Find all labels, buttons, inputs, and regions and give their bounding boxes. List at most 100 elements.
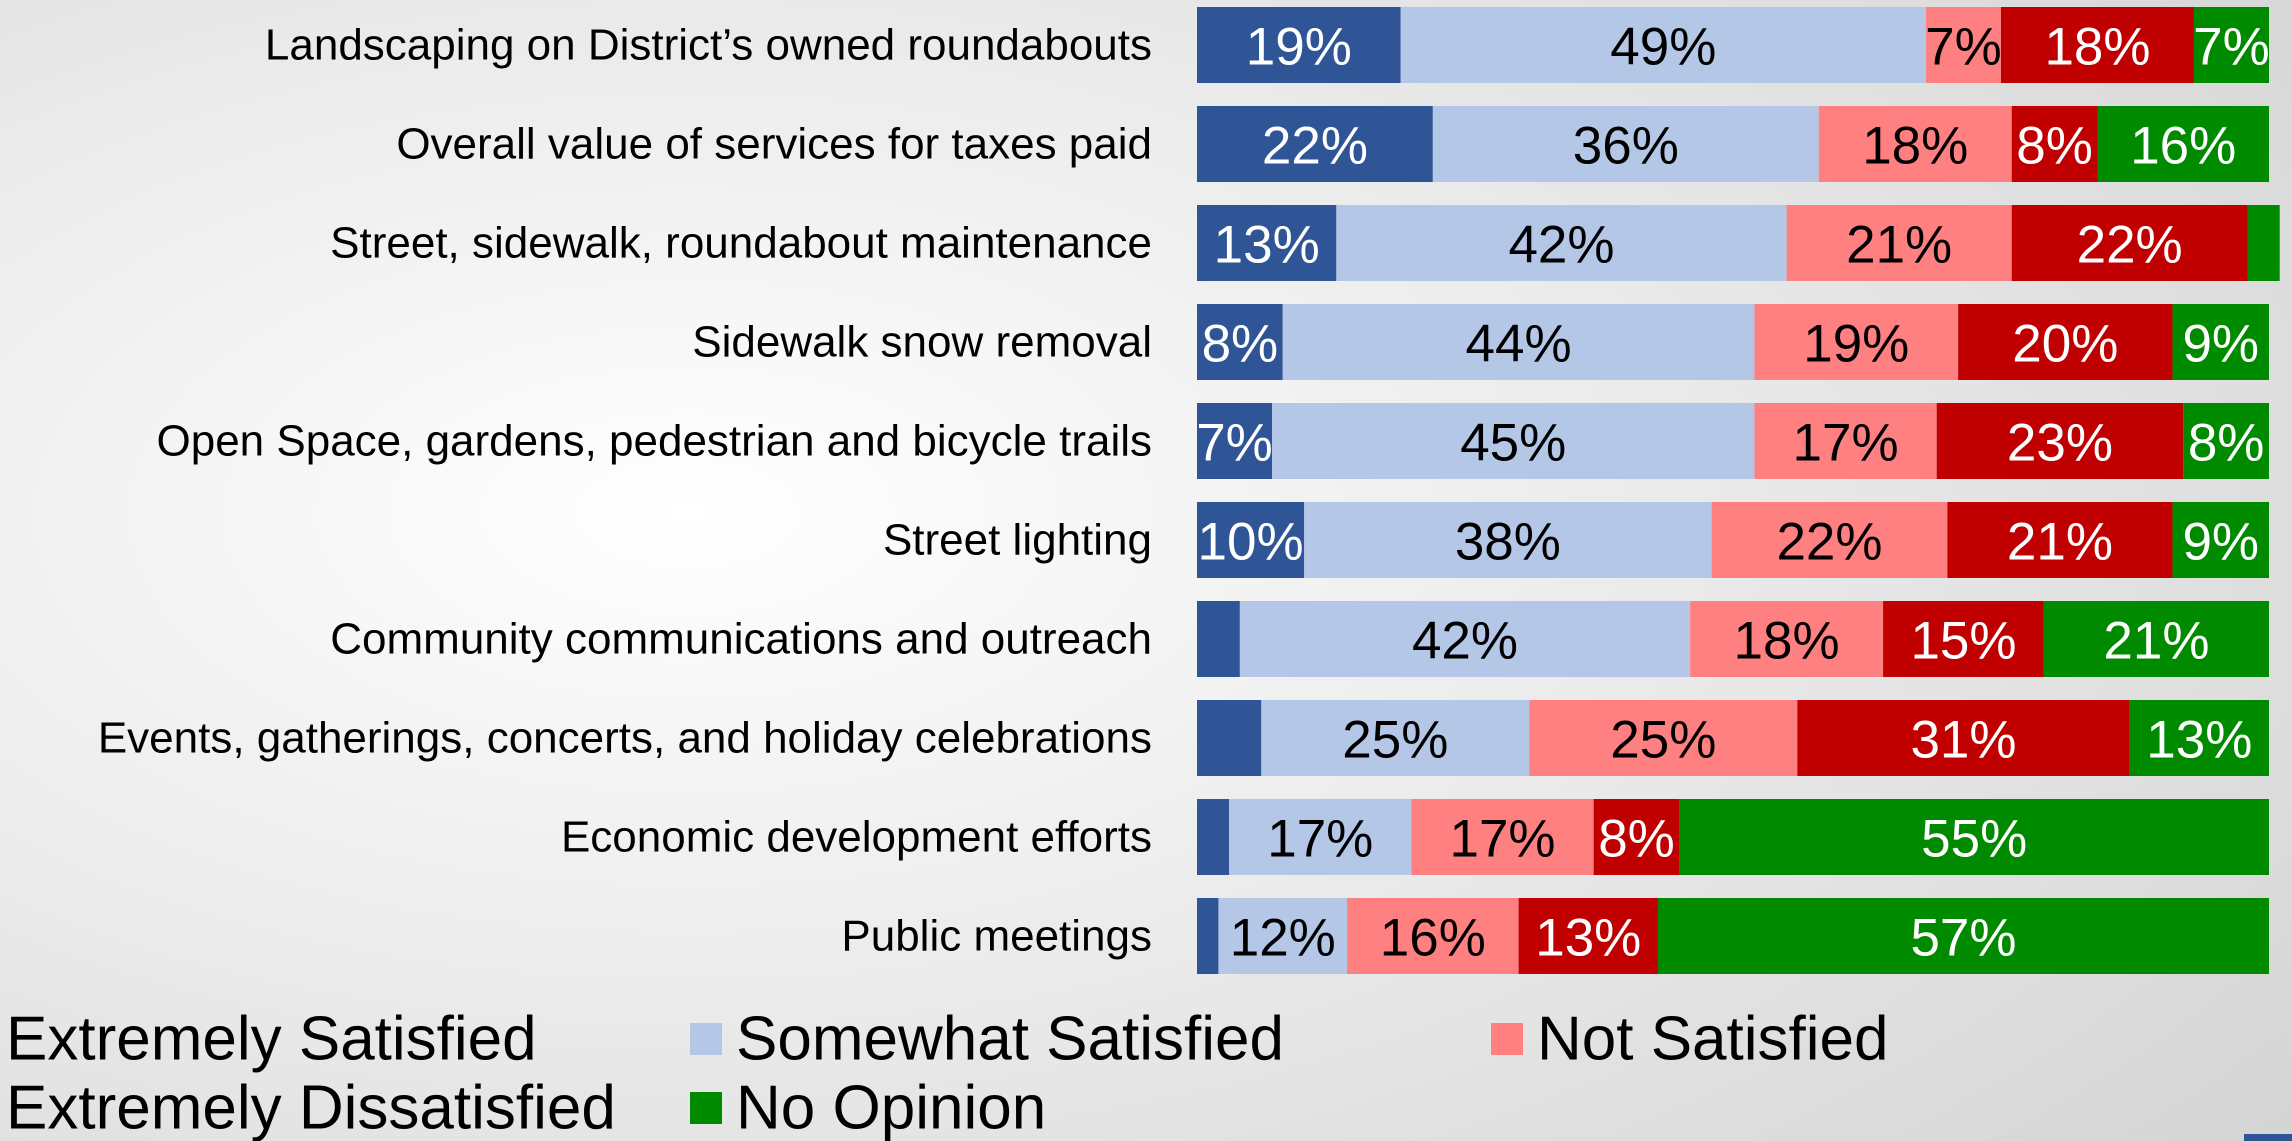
bar-segment (1690, 601, 1884, 677)
bar-segment (2183, 403, 2269, 479)
bar-segment (1797, 700, 2130, 776)
legend-swatch (1491, 1023, 1523, 1055)
legend-label: Not Satisfied (1537, 1005, 1889, 1074)
bar-segment (1197, 403, 1273, 479)
bar-segment (1432, 106, 1819, 182)
data-label: 23% (2007, 414, 2113, 473)
data-label: 16% (2130, 117, 2236, 176)
bar-segment (1239, 601, 1691, 677)
data-label: 38% (1455, 513, 1561, 572)
bar-segment (2011, 106, 2098, 182)
corner-accent (2244, 1134, 2292, 1141)
bar-segment (1400, 7, 1926, 83)
bar-segment (2247, 205, 2280, 281)
bar-segment (1197, 601, 1240, 677)
data-label: 17% (1267, 810, 1373, 869)
bar-segment (1657, 898, 2269, 974)
data-label: 9% (2182, 513, 2259, 572)
bar-segment (1529, 700, 1798, 776)
data-label: 44% (1466, 315, 1572, 374)
category-label: Landscaping on District’s owned roundabo… (265, 21, 1152, 70)
bar-segment (1197, 700, 1262, 776)
category-label: Community communications and outreach (330, 615, 1152, 664)
data-label: 45% (1460, 414, 1566, 473)
data-label: 21% (1846, 216, 1952, 275)
category-label: Events, gatherings, concerts, and holida… (98, 714, 1152, 763)
category-label: Economic development efforts (561, 813, 1152, 862)
data-label: 8% (2188, 414, 2265, 473)
data-label: 13% (2146, 711, 2252, 770)
bar-segment (2172, 304, 2269, 380)
legend-label: No Opinion (736, 1074, 1046, 1141)
bar-segment (1518, 898, 1658, 974)
data-label: 25% (1342, 711, 1448, 770)
data-label: 17% (1449, 810, 1555, 869)
data-label: 17% (1793, 414, 1899, 473)
bar-segment (1936, 403, 2184, 479)
category-label: Open Space, gardens, pedestrian and bicy… (157, 417, 1152, 466)
bar-segment (2193, 7, 2269, 83)
bar-segment (1883, 601, 2044, 677)
data-label: 7% (2193, 18, 2270, 77)
bar-segment (1925, 7, 2001, 83)
bar-segment (2043, 601, 2269, 677)
data-label: 8% (2016, 117, 2093, 176)
data-label: 10% (1198, 513, 1304, 572)
bar-segment (1197, 7, 1401, 83)
data-label: 21% (2103, 612, 2209, 671)
data-label: 15% (1910, 612, 2016, 671)
data-label: 31% (1910, 711, 2016, 770)
data-label: 18% (1862, 117, 1968, 176)
bar-segment (1197, 205, 1337, 281)
category-label: Public meetings (841, 912, 1152, 961)
bar-segment (1197, 304, 1283, 380)
bar-segment (2129, 700, 2269, 776)
data-label: 13% (1535, 909, 1641, 968)
bar-segment (1304, 502, 1712, 578)
bar-segment (1282, 304, 1755, 380)
bar-segment (1197, 799, 1230, 875)
bar-segment (1754, 304, 1959, 380)
data-label: 25% (1610, 711, 1716, 770)
bar-segment (1347, 898, 1519, 974)
bar-segment (1786, 205, 2012, 281)
data-label: 20% (2012, 315, 2118, 374)
category-label: Overall value of services for taxes paid (396, 120, 1152, 169)
bar-segment (1958, 304, 2173, 380)
data-label: 49% (1610, 18, 1716, 77)
bar-segment (1197, 106, 1433, 182)
data-label: 8% (1202, 315, 1279, 374)
data-label: 19% (1803, 315, 1909, 374)
bar-segment (1818, 106, 2012, 182)
data-label: 7% (1196, 414, 1273, 473)
data-label: 21% (2007, 513, 2113, 572)
data-label: 55% (1921, 810, 2027, 869)
category-label: Street lighting (883, 516, 1152, 565)
data-label: 42% (1508, 216, 1614, 275)
data-label: 13% (1214, 216, 1320, 275)
bar-segment (1197, 502, 1305, 578)
legend-swatch (690, 1092, 722, 1124)
bar-segment (2172, 502, 2269, 578)
bar-segment (2097, 106, 2269, 182)
bar-segment (1229, 799, 1412, 875)
data-label: 22% (1262, 117, 1368, 176)
data-label: 57% (1910, 909, 2016, 968)
data-label: 19% (1246, 18, 1352, 77)
data-label: 12% (1230, 909, 1336, 968)
category-label: Street, sidewalk, roundabout maintenance (330, 219, 1152, 268)
bar-segment (1711, 502, 1948, 578)
data-label: 9% (2182, 315, 2259, 374)
legend-label: Extremely Dissatisfied (6, 1074, 616, 1141)
bar-segment (1197, 898, 1219, 974)
bar-segment (1218, 898, 1348, 974)
legend-label: Extremely Satisfied (6, 1005, 537, 1074)
bar-segment (1754, 403, 1937, 479)
data-label: 8% (1598, 810, 1675, 869)
bar-segment (2011, 205, 2248, 281)
bar-segment (1411, 799, 1594, 875)
data-label: 22% (1776, 513, 1882, 572)
category-label: Sidewalk snow removal (692, 318, 1152, 367)
data-label: 7% (1925, 18, 2002, 77)
